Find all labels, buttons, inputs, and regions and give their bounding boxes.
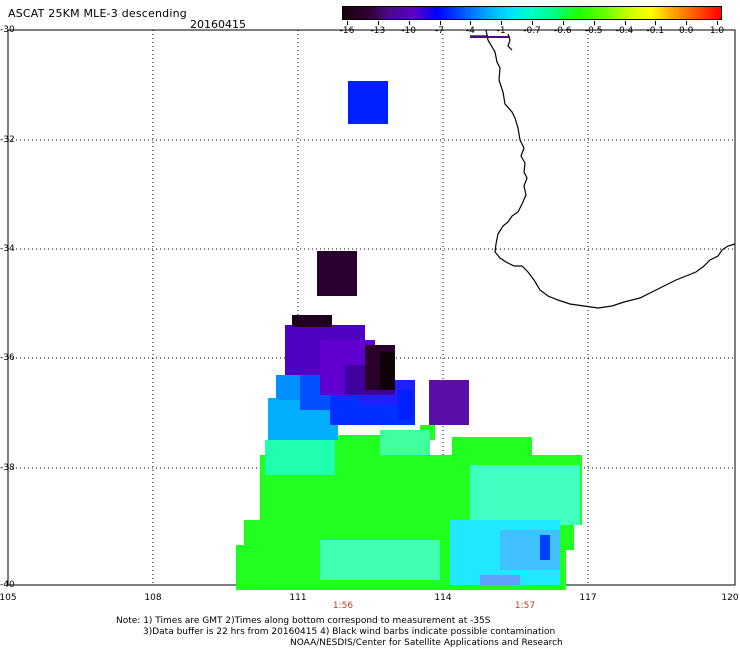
- lon-label: 120: [721, 593, 739, 603]
- colorbar-tick-label: -0.1: [646, 26, 665, 36]
- swath-cyan: [380, 430, 430, 455]
- lat-label: -36: [0, 353, 15, 363]
- swath-lightblue: [500, 530, 560, 570]
- colorbar-tick-label: -0.4: [615, 26, 634, 36]
- note-line-3: NOAA/NESDIS/Center for Satellite Applica…: [290, 638, 563, 648]
- lon-label: 117: [579, 593, 597, 603]
- time-label: 1:56: [332, 601, 354, 611]
- lat-label: -32: [0, 135, 15, 145]
- colorbar-tick-label: -0.7: [523, 26, 541, 36]
- colorbar-tick-label: -0.5: [584, 26, 603, 36]
- colorbar-tick-label: -0.6: [554, 26, 572, 36]
- colorbar-tick: [501, 21, 503, 25]
- colorbar-tick: [717, 21, 718, 25]
- swath-cyan: [470, 465, 580, 525]
- colorbar: [342, 6, 722, 20]
- colorbar-tick-label: -16: [339, 26, 355, 36]
- map-date: 20160415: [190, 18, 246, 31]
- colorbar-tick: [562, 21, 564, 25]
- colorbar-tick-label: -10: [401, 26, 417, 36]
- swath-blue: [540, 535, 550, 560]
- patch-purple-east: [429, 380, 469, 425]
- colorbar-tick: [377, 21, 379, 25]
- lon-label: 105: [0, 593, 17, 603]
- colorbar-tick: [347, 21, 348, 25]
- lon-label: 108: [144, 593, 162, 603]
- lon-label: 114: [434, 593, 452, 603]
- lat-label: -34: [0, 244, 15, 254]
- colorbar-tick-label: -13: [370, 26, 386, 36]
- colorbar-tick-label: -1: [496, 26, 506, 36]
- patch-dark-mid: [317, 251, 357, 296]
- colorbar-marker: [470, 36, 510, 38]
- colorbar-tick: [439, 21, 441, 25]
- swath-cyan: [320, 540, 440, 580]
- swath-green: [452, 437, 532, 457]
- map-title: ASCAT 25KM MLE-3 descending: [8, 7, 187, 20]
- colorbar-tick: [655, 21, 657, 25]
- lat-label: -40: [0, 580, 15, 590]
- note-line-1: Note: 1) Times are GMT 2)Times along bot…: [116, 616, 491, 626]
- lat-label: -30: [0, 25, 15, 35]
- colorbar-tick: [624, 21, 626, 25]
- swath-dark: [380, 352, 395, 390]
- colorbar-tick: [408, 21, 410, 25]
- swath-lightblue: [480, 575, 520, 585]
- note-line-2: 3)Data buffer is 22 hrs from 20160415 4)…: [143, 627, 556, 637]
- lon-label: 111: [289, 593, 307, 603]
- colorbar-tick-label: -4: [465, 26, 475, 36]
- colorbar-tick-label: 0.0: [678, 26, 694, 36]
- colorbar-tick: [470, 21, 472, 25]
- lat-label: -38: [0, 463, 15, 473]
- swath-dark: [292, 315, 332, 327]
- colorbar-tick: [686, 21, 688, 25]
- wind-swath: [236, 315, 582, 590]
- graticule: [8, 30, 735, 585]
- colorbar-tick-label: -7: [435, 26, 444, 36]
- colorbar-tick-label: 1.0: [709, 26, 725, 36]
- coastline: [485, 29, 736, 309]
- colorbar-tick: [532, 21, 533, 25]
- swath-blue: [398, 390, 413, 420]
- colorbar-tick: [593, 21, 595, 25]
- patch-blue-north: [348, 81, 388, 124]
- swath-cyan: [265, 440, 335, 475]
- time-label: 1:57: [514, 601, 536, 611]
